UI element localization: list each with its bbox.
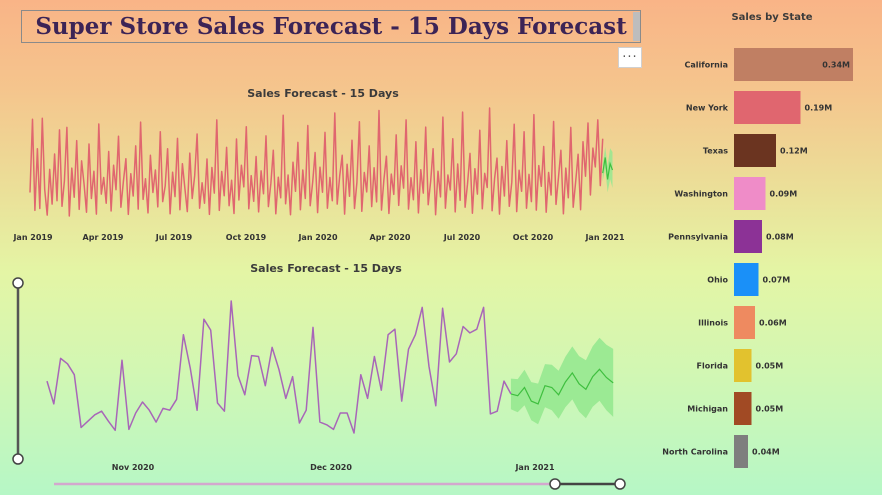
category-label: Michigan xyxy=(687,405,728,414)
bottom-forecast-chart: Sales Forecast - 15 Days Nov 2020 Dec 202… xyxy=(0,255,650,495)
bar-new-york[interactable] xyxy=(734,91,801,124)
category-label: Ohio xyxy=(707,276,728,285)
title-scrollbar[interactable] xyxy=(633,12,640,41)
category-label: New York xyxy=(686,104,729,113)
top-forecast-chart: Sales Forecast - 15 Days Jan 2019 Apr 201… xyxy=(0,80,650,255)
top-history-line xyxy=(30,108,603,216)
bar-texas[interactable] xyxy=(734,134,776,167)
value-label: 0.19M xyxy=(805,104,833,113)
bar-washington[interactable] xyxy=(734,177,766,210)
x-tick-label: Jan 2019 xyxy=(12,233,53,242)
category-label: Florida xyxy=(696,362,728,371)
x-tick-label: Jul 2019 xyxy=(155,233,193,242)
x-tick-label: Nov 2020 xyxy=(112,463,155,472)
value-label: 0.07M xyxy=(763,276,791,285)
value-label: 0.06M xyxy=(759,319,787,328)
top-forecast-band xyxy=(603,147,613,193)
x-tick-label: Oct 2020 xyxy=(513,233,554,242)
value-label: 0.05M xyxy=(756,405,784,414)
x-tick-label: Dec 2020 xyxy=(310,463,352,472)
bottom-chart-title: Sales Forecast - 15 Days xyxy=(250,262,402,275)
value-label: 0.12M xyxy=(780,147,808,156)
x-tick-label: Jan 2020 xyxy=(297,233,338,242)
category-label: North Carolina xyxy=(662,448,728,457)
category-label: Illinois xyxy=(698,319,728,328)
category-label: Texas xyxy=(703,147,728,156)
value-label: 0.05M xyxy=(756,362,784,371)
value-label: 0.09M xyxy=(770,190,798,199)
x-tick-label: Oct 2019 xyxy=(226,233,267,242)
state-chart-title: Sales by State xyxy=(731,12,812,23)
bottom-forecast-band xyxy=(511,338,613,424)
category-label: Pennsylvania xyxy=(668,233,728,242)
bar-pennsylvania[interactable] xyxy=(734,220,762,253)
bar-ohio[interactable] xyxy=(734,263,759,296)
bar-florida[interactable] xyxy=(734,349,752,382)
bottom-history-line xyxy=(47,301,511,433)
top-chart-title: Sales Forecast - 15 Days xyxy=(247,87,399,100)
x-tick-label: Apr 2020 xyxy=(370,233,411,242)
sales-by-state-chart: Sales by State California 0.34M New York 0.… xyxy=(650,0,882,495)
category-label: Washington xyxy=(674,190,728,199)
value-label: 0.34M xyxy=(822,61,850,70)
bar-illinois[interactable] xyxy=(734,306,755,339)
value-label: 0.08M xyxy=(766,233,794,242)
x-tick-label: Jan 2021 xyxy=(584,233,625,242)
report-title: Super Store Sales Forecast - 15 Days For… xyxy=(35,13,626,40)
x-tick-label: Jul 2020 xyxy=(443,233,481,242)
bar-michigan[interactable] xyxy=(734,392,752,425)
bar-north-carolina[interactable] xyxy=(734,435,748,468)
report-title-box: Super Store Sales Forecast - 15 Days For… xyxy=(21,10,641,43)
value-label: 0.04M xyxy=(752,448,780,457)
x-tick-label: Jan 2021 xyxy=(514,463,555,472)
more-options-button[interactable]: ··· xyxy=(618,47,642,68)
category-label: California xyxy=(684,61,728,70)
x-tick-label: Apr 2019 xyxy=(83,233,124,242)
